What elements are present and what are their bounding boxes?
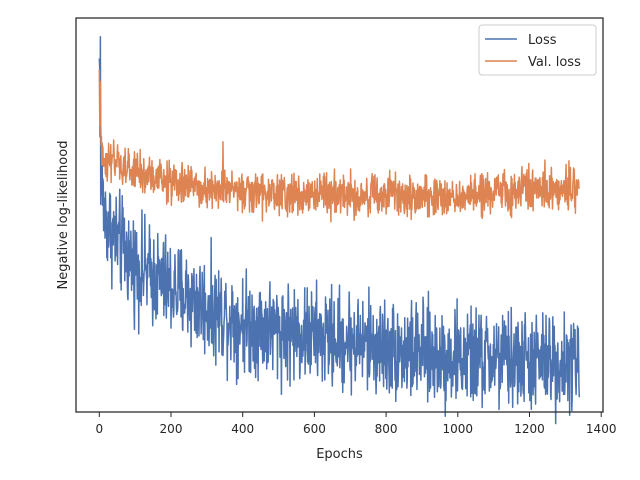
legend-box [478,24,597,76]
x-tick-label: 1000 [443,422,474,436]
legend: Loss Val. loss [478,24,597,76]
x-axis: 0 200 400 600 800 1000 1200 1400 [95,412,616,436]
series-layer [98,36,581,425]
series-line-loss [98,36,581,425]
y-axis-label: Negative log-likelihood [56,141,71,290]
x-tick-label: 1200 [514,422,545,436]
series-line-val-loss [98,69,580,223]
x-tick-label: 400 [231,422,254,436]
x-tick-label: 200 [160,422,183,436]
x-tick-label: 800 [375,422,398,436]
x-axis-label: Epochs [316,447,363,462]
x-tick-label: 1400 [586,422,617,436]
plot-frame [75,17,604,413]
x-tick-label: 600 [303,422,326,436]
legend-label: Loss [528,33,557,48]
x-tick-label: 0 [95,422,103,436]
legend-label: Val. loss [528,55,581,70]
